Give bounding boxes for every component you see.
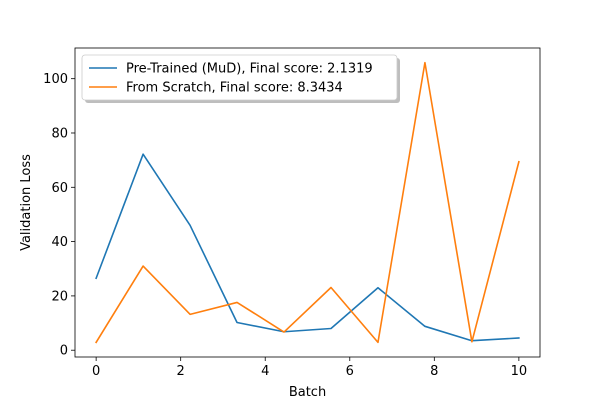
y-axis-label: Validation Loss [19,154,34,251]
x-tick-label: 0 [92,364,100,379]
y-tick-label: 60 [51,181,68,196]
series-line-1 [95,153,520,342]
x-tick-label: 4 [261,364,269,379]
series-line-2 [95,61,520,344]
legend-label-2: From Scratch, Final score: 8.3434 [126,81,343,96]
legend: Pre-Trained (MuD), Final score: 2.1319 Fr… [81,54,400,103]
x-tick-label: 10 [511,364,528,379]
y-tick-label: 100 [43,72,68,87]
x-tick-label: 2 [177,364,185,379]
x-tick-label: 6 [346,364,354,379]
series-layer [95,61,520,344]
x-tick-label: 8 [430,364,438,379]
x-axis-ticks: 0 2 4 6 8 10 [92,357,527,379]
legend-label-1: Pre-Trained (MuD), Final score: 2.1319 [126,62,373,77]
x-axis-label: Batch [289,385,326,400]
y-tick-label: 40 [51,235,68,250]
y-axis-ticks: 0 20 40 60 80 100 [43,72,75,359]
y-tick-label: 0 [60,344,68,359]
legend-box [81,54,398,101]
y-tick-label: 20 [51,289,68,304]
y-tick-label: 80 [51,126,68,141]
